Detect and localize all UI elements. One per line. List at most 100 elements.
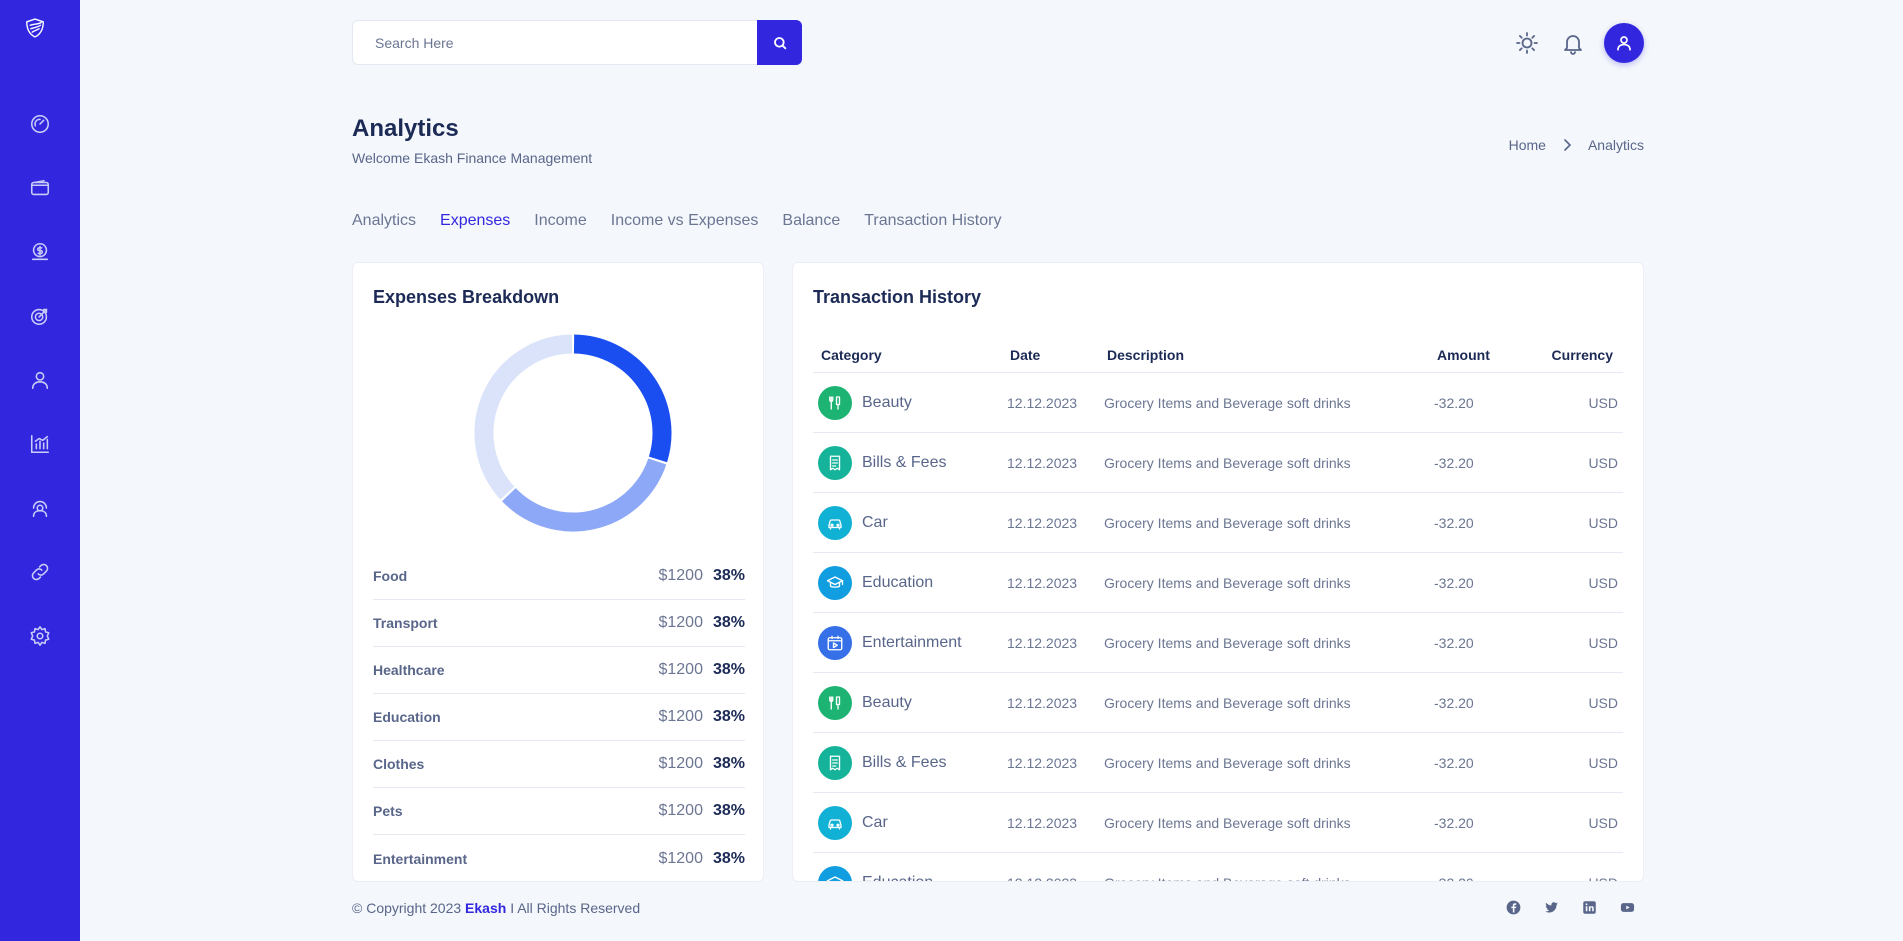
cell-currency: USD [1588,814,1618,831]
beauty-tools-icon [818,385,852,420]
footer-brand-link[interactable]: Ekash [465,900,507,916]
table-row[interactable]: Beauty 12.12.2023 Grocery Items and Bevera… [813,373,1623,433]
category-label: Car [862,513,888,531]
category-label: Education [862,573,934,591]
tab-transaction-history[interactable]: Transaction History [864,212,1002,229]
category-label: Beauty [862,693,912,711]
cell-currency: USD [1588,514,1618,531]
table-row[interactable]: Car 12.12.2023 Grocery Items and Beverage … [813,793,1623,853]
table-row[interactable]: Car 12.12.2023 Grocery Items and Beverage … [813,493,1623,553]
copyright: © Copyright 2023 Ekash I All Rights Rese… [352,900,640,916]
tab-income[interactable]: Income [534,212,587,229]
search-box [352,20,802,65]
facebook-link[interactable] [1504,898,1522,916]
copyright-suffix: I All Rights Reserved [510,900,641,916]
table-row[interactable]: Bills & Fees 12.12.2023 Grocery Items and … [813,733,1623,793]
expense-row-clothes: Clothes $1200 38% [373,741,745,788]
cell-category: Car [813,505,1007,540]
cell-date: 12.12.2023 [1007,694,1078,711]
sidebar-item-profile[interactable] [26,366,54,394]
cell-amount: -32.20 [1434,514,1474,531]
cell-amount: -32.20 [1434,634,1474,651]
car-icon [818,505,852,540]
sidebar-item-settings[interactable] [26,622,54,650]
expense-row-pets: Pets $1200 38% [373,788,745,835]
breadcrumb-home[interactable]: Home [1508,137,1546,153]
twitter-link[interactable] [1542,898,1560,916]
table-row[interactable]: Bills & Fees 12.12.2023 Grocery Items and … [813,433,1623,493]
expense-name: Clothes [373,756,425,772]
expense-values: $1200 38% [658,708,745,726]
category-label: Car [862,813,888,831]
expense-row-entertainment: Entertainment $1200 38% [373,835,745,881]
shield-logo-icon[interactable] [24,17,56,49]
cell-category: Entertainment [813,625,1007,660]
sidebar-item-links[interactable] [26,558,54,586]
tab-balance[interactable]: Balance [782,212,841,229]
cell-currency: USD [1588,454,1618,471]
expense-values: $1200 38% [658,755,745,773]
cell-currency: USD [1588,394,1618,411]
breadcrumb-current: Analytics [1587,137,1644,153]
sidebar-item-dashboard[interactable] [26,110,54,138]
cell-amount: -32.20 [1434,574,1474,591]
youtube-link[interactable] [1618,898,1636,916]
theme-toggle-button[interactable] [1513,29,1541,57]
speedometer-icon [30,114,50,134]
sidebar-item-goals[interactable] [26,302,54,330]
headset-icon [32,500,48,518]
sidebar-item-analytics[interactable] [26,430,54,458]
expense-values: $1200 38% [658,802,745,820]
sidebar-item-wallet[interactable] [26,174,54,202]
cell-date: 12.12.2023 [1007,574,1078,591]
breadcrumb: Home Analytics [1509,137,1644,153]
expense-percent: 38% [712,567,745,584]
table-row[interactable]: Beauty 12.12.2023 Grocery Items and Bevera… [813,673,1623,733]
search-button[interactable] [757,20,802,65]
tab-expenses[interactable]: Expenses [440,212,511,229]
expenses-donut-chart [474,334,672,532]
receipt-icon [818,745,852,780]
cell-amount: -32.20 [1434,454,1474,471]
gear-icon [30,626,50,646]
sun-icon [1516,32,1538,54]
cell-amount: -32.20 [1434,875,1534,882]
expense-name: Entertainment [373,850,468,867]
linkedin-link[interactable] [1580,898,1598,916]
cell-description: Grocery Items and Beverage soft drinks [1104,694,1351,711]
expense-amount: $1200 [658,708,703,725]
expense-values: $1200 38% [658,850,745,868]
expense-amount: $1200 [658,614,703,631]
expense-name: Pets [373,803,403,819]
search-input[interactable] [353,21,757,64]
notification-button[interactable] [1559,29,1587,57]
search-icon [773,36,786,49]
tab-analytics[interactable]: Analytics [352,212,417,229]
avatar[interactable] [1604,23,1644,63]
table-row[interactable]: Entertainment 12.12.2023 Grocery Items and… [813,613,1623,673]
expense-row-healthcare: Healthcare $1200 38% [373,647,745,694]
cell-description: Grocery Items and Beverage soft drinks [1104,814,1351,831]
category-label: Bills & Fees [862,453,947,471]
cell-description: Grocery Items and Beverage soft drinks [1104,634,1351,651]
expenses-list: Food $1200 38% Transport $1200 38% Healthcare $… [373,553,745,881]
cell-date: 12.12.2023 [1007,454,1078,471]
user-icon [31,371,49,390]
column-header-amount: Amount [1437,346,1490,363]
cell-date: 12.12.2023 [1007,514,1078,531]
page-subtitle: Welcome Ekash Finance Management [352,150,593,166]
page-title: Analytics [352,115,459,142]
category-label: Entertainment [862,633,962,651]
sidebar-item-support[interactable] [26,494,54,522]
tab-income-vs-expenses[interactable]: Income vs Expenses [610,212,759,229]
expense-amount: $1200 [658,755,703,772]
sidebar-item-budget[interactable] [26,238,54,266]
target-icon [30,308,48,326]
expenses-breakdown-title: Expenses Breakdown [373,287,560,307]
column-header-category: Category [821,346,882,363]
youtube-icon [1620,902,1634,912]
cell-category: Bills & Fees [813,745,1007,780]
cell-amount: -32.20 [1434,754,1474,771]
